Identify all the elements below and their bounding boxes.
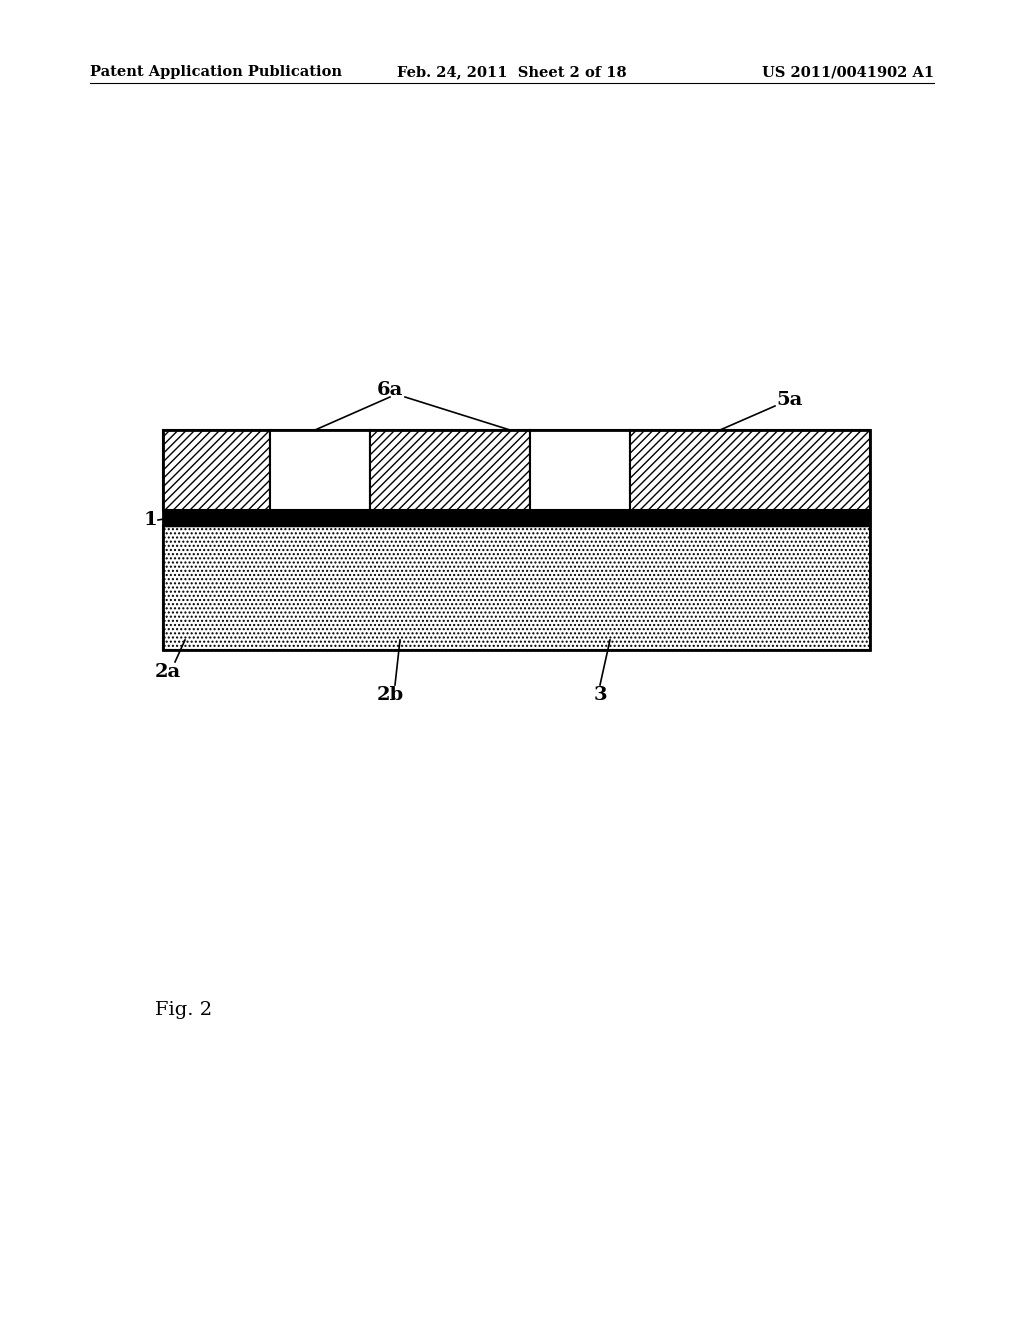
Text: Fig. 2: Fig. 2: [155, 1001, 212, 1019]
Bar: [630, 430, 870, 510]
Bar: [163, 430, 270, 510]
Bar: [163, 430, 870, 649]
Text: 2b: 2b: [377, 686, 403, 704]
Text: 2a: 2a: [155, 663, 181, 681]
Bar: [370, 430, 530, 510]
Bar: [163, 525, 870, 649]
Bar: [163, 510, 870, 525]
Bar: [270, 430, 370, 510]
Text: 1: 1: [143, 511, 157, 529]
Bar: [163, 525, 870, 649]
Text: Patent Application Publication: Patent Application Publication: [90, 65, 342, 79]
Bar: [370, 430, 530, 510]
Text: 5a: 5a: [777, 391, 803, 409]
Bar: [163, 430, 270, 510]
Text: Feb. 24, 2011  Sheet 2 of 18: Feb. 24, 2011 Sheet 2 of 18: [397, 65, 627, 79]
Bar: [630, 430, 870, 510]
Text: US 2011/0041902 A1: US 2011/0041902 A1: [762, 65, 934, 79]
Text: 3: 3: [593, 686, 607, 704]
Text: 6a: 6a: [377, 381, 403, 399]
Bar: [530, 430, 630, 510]
